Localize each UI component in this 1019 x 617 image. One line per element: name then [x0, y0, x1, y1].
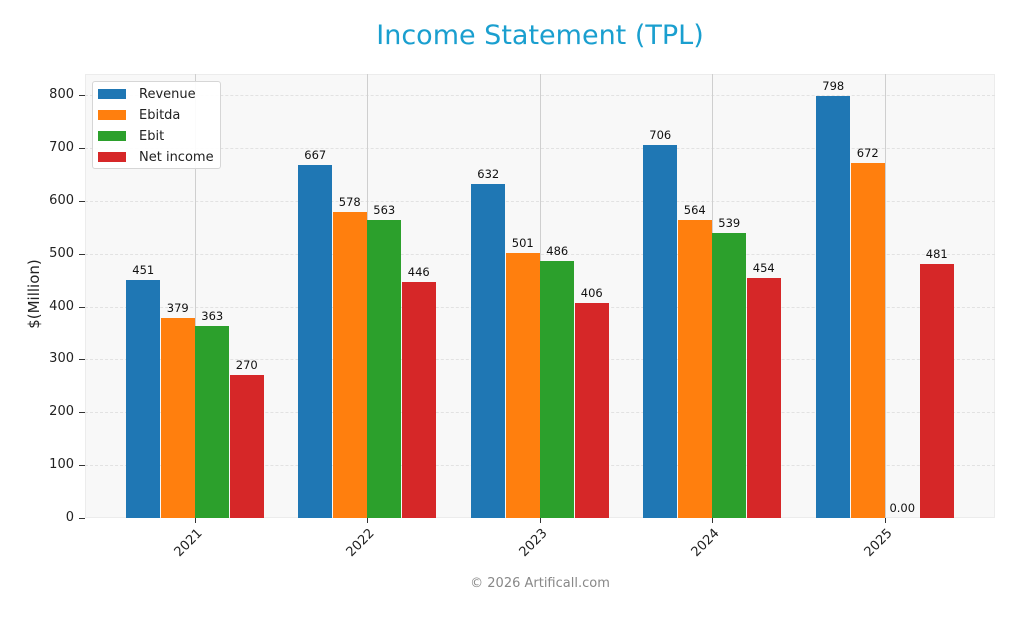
y-tick-label: 300 [49, 351, 74, 367]
bar-ebitda-2024 [677, 219, 712, 518]
legend-item-ebitda: Ebitda [98, 107, 180, 123]
y-tick-label: 0 [65, 510, 74, 525]
y-tick [79, 306, 85, 308]
legend-swatch-revenue [98, 89, 126, 99]
bar-ebit-2022 [367, 220, 401, 518]
bar-value-label: 539 [718, 216, 741, 230]
y-tick-label: 400 [49, 298, 74, 314]
copyright-footer: © 2026 Artificall.com [470, 576, 610, 591]
bar-ebitda-2021 [160, 317, 195, 518]
bar-value-label: 446 [407, 265, 430, 280]
y-tick [79, 359, 85, 361]
bar-value-label: 672 [856, 145, 879, 160]
v-gridline [195, 74, 196, 518]
x-tick-label: 2025 [861, 526, 896, 561]
bar-ebit-2021 [195, 326, 229, 518]
legend-label: Net income [139, 149, 214, 165]
y-tick-label: 800 [49, 87, 74, 102]
x-tick-label: 2024 [688, 526, 723, 561]
bar-revenue-2025 [816, 96, 850, 518]
y-tick [79, 253, 85, 255]
bar-net-income-2025 [919, 263, 954, 518]
bar-value-label: 454 [752, 260, 775, 275]
x-tick [885, 518, 886, 523]
legend-item-revenue: Revenue [98, 86, 196, 102]
y-tick [79, 412, 85, 414]
bar-value-label: 798 [822, 79, 845, 94]
bar-value-label: 481 [925, 246, 948, 261]
chart-title: Income Statement (TPL) [376, 20, 704, 51]
bar-value-label: 270 [235, 358, 258, 373]
bar-value-label: 563 [373, 203, 396, 218]
y-tick [79, 95, 85, 96]
bar-value-label: 486 [546, 244, 569, 259]
legend-item-net-income: Net income [98, 149, 214, 165]
bar-net-income-2023 [574, 303, 609, 518]
bar-value-label: 667 [304, 148, 327, 163]
bar-net-income-2022 [401, 282, 436, 518]
y-tick [79, 147, 85, 149]
legend-label: Revenue [139, 86, 196, 102]
bar-value-label: 379 [166, 300, 189, 315]
bar-value-label: 406 [580, 286, 603, 301]
bar-revenue-2022 [298, 165, 332, 518]
legend-swatch-net-income [98, 152, 126, 162]
y-tick [79, 518, 85, 519]
legend: Revenue Ebitda Ebit Net income [92, 81, 221, 169]
bar-value-label: 578 [338, 195, 361, 210]
bar-ebitda-2025 [850, 162, 885, 518]
x-tick [712, 518, 713, 523]
x-tick-label: 2022 [343, 526, 378, 561]
y-tick-label: 200 [49, 404, 74, 420]
bar-revenue-2024 [643, 144, 677, 518]
legend-item-ebit: Ebit [98, 128, 164, 144]
bar-net-income-2021 [229, 375, 264, 518]
x-tick [367, 518, 368, 523]
y-tick-label: 700 [49, 139, 74, 155]
bar-revenue-2021 [126, 279, 160, 518]
y-tick [79, 200, 85, 202]
legend-label: Ebit [139, 128, 165, 144]
bar-revenue-2023 [471, 183, 505, 518]
legend-swatch-ebitda [98, 110, 126, 120]
bar-net-income-2024 [746, 277, 781, 518]
bar-value-label: 632 [477, 166, 500, 181]
bar-value-label: 706 [649, 127, 672, 142]
bar-value-label: 451 [132, 262, 155, 277]
bar-value-label: 564 [683, 202, 706, 217]
y-tick-label: 100 [49, 457, 74, 473]
bar-ebit-2024 [712, 233, 746, 518]
x-tick-label: 2021 [171, 526, 206, 561]
bar-value-label: 0.00 [889, 501, 916, 515]
x-tick [195, 518, 196, 523]
y-tick-label: 500 [49, 245, 74, 261]
y-tick-label: 600 [49, 192, 74, 208]
bar-ebitda-2023 [505, 253, 540, 518]
bar-ebitda-2022 [332, 212, 367, 518]
x-tick-label: 2023 [516, 526, 551, 561]
legend-label: Ebitda [139, 107, 181, 123]
y-tick [79, 465, 85, 467]
y-axis-title: $(Million) [25, 259, 43, 329]
x-tick [540, 518, 541, 523]
v-gridline [885, 74, 886, 518]
bar-value-label: 363 [201, 309, 224, 324]
legend-swatch-ebit [98, 131, 126, 141]
bar-value-label: 501 [511, 236, 534, 251]
bar-ebit-2023 [540, 261, 574, 518]
